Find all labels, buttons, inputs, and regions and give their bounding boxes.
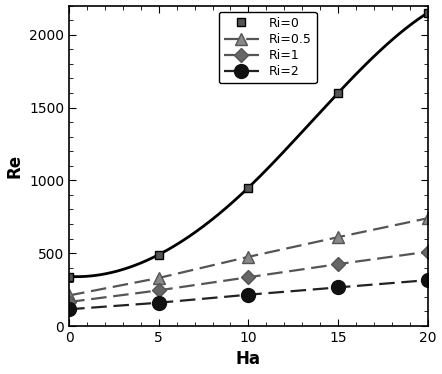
Line: Ri=2: Ri=2 [62, 273, 434, 316]
Ri=2 [66, 307, 72, 312]
Legend: Ri=0, Ri=0.5, Ri=1, Ri=2: Ri=0, Ri=0.5, Ri=1, Ri=2 [219, 12, 316, 83]
Line: Ri=0.5: Ri=0.5 [64, 213, 433, 301]
Ri=1 [246, 275, 251, 279]
Ri=0 [66, 274, 72, 279]
Ri=2 [156, 300, 161, 305]
Ri=2 [425, 278, 431, 282]
Y-axis label: Re: Re [6, 154, 23, 178]
Ri=2 [335, 285, 341, 290]
Ri=0 [425, 10, 431, 15]
Ri=0 [335, 91, 341, 95]
Ri=1 [66, 300, 72, 304]
Line: Ri=0: Ri=0 [65, 9, 432, 280]
Ri=1 [156, 288, 161, 292]
Ri=2 [246, 292, 251, 297]
Ri=0.5 [246, 255, 251, 259]
Ri=0 [246, 186, 251, 190]
Ri=1 [425, 249, 431, 254]
Ri=0.5 [156, 276, 161, 280]
Ri=0.5 [335, 235, 341, 239]
Ri=0.5 [425, 216, 431, 221]
Line: Ri=1: Ri=1 [64, 247, 433, 307]
X-axis label: Ha: Ha [236, 350, 261, 368]
Ri=0 [156, 252, 161, 257]
Ri=0.5 [66, 293, 72, 298]
Ri=1 [335, 262, 341, 266]
